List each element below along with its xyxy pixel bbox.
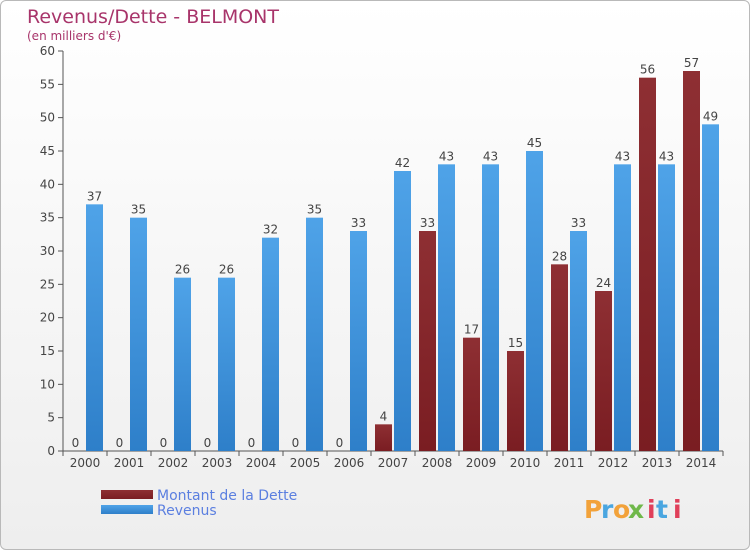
y-tick-label: 0	[47, 444, 55, 458]
legend-label-revenus: Revenus	[157, 503, 217, 519]
x-tick-label: 2011	[554, 456, 585, 470]
value-label-revenus: 26	[219, 263, 234, 277]
bar-revenus	[130, 217, 147, 451]
value-label-revenus: 35	[131, 203, 146, 217]
y-tick-label: 40	[40, 177, 55, 191]
chart-subtitle: (en milliers d'€)	[27, 29, 122, 43]
legend-swatch-revenus	[101, 505, 153, 514]
bar-revenus	[570, 231, 587, 451]
value-label-revenus: 35	[307, 203, 322, 217]
value-label-dette: 0	[292, 436, 300, 450]
value-label-revenus: 42	[395, 156, 410, 170]
bar-revenus	[218, 277, 235, 451]
bar-dette	[419, 231, 436, 451]
value-label-revenus: 43	[615, 149, 630, 163]
value-label-revenus: 49	[703, 109, 718, 123]
y-tick-label: 10	[40, 377, 55, 391]
x-tick-label: 2006	[334, 456, 365, 470]
bar-revenus	[350, 231, 367, 451]
bar-revenus	[394, 171, 411, 451]
value-label-dette: 0	[248, 436, 256, 450]
value-label-revenus: 33	[351, 216, 366, 230]
x-tick-label: 2005	[290, 456, 321, 470]
value-label-revenus: 43	[483, 149, 498, 163]
x-tick-label: 2001	[114, 456, 145, 470]
value-label-dette: 0	[204, 436, 212, 450]
y-tick-label: 50	[40, 111, 55, 125]
value-label-dette: 57	[684, 56, 699, 70]
value-label-dette: 24	[596, 276, 611, 290]
value-label-dette: 0	[72, 436, 80, 450]
x-tick-label: 2002	[158, 456, 189, 470]
bar-revenus	[658, 164, 675, 452]
bar-revenus	[614, 164, 631, 452]
y-tick-label: 5	[47, 411, 55, 425]
x-tick-label: 2012	[598, 456, 629, 470]
x-tick-label: 2009	[466, 456, 497, 470]
x-tick-label: 2000	[70, 456, 101, 470]
bar-dette	[463, 337, 480, 451]
proxiti-logo: Prox it i	[584, 495, 682, 524]
value-label-dette: 33	[420, 216, 435, 230]
bar-revenus	[438, 164, 455, 452]
value-label-revenus: 43	[659, 149, 674, 163]
value-label-revenus: 45	[527, 136, 542, 150]
bar-revenus	[482, 164, 499, 452]
value-label-revenus: 43	[439, 149, 454, 163]
value-label-revenus: 26	[175, 263, 190, 277]
x-tick-label: 2013	[642, 456, 673, 470]
value-label-dette: 0	[116, 436, 124, 450]
chart-title: Revenus/Dette - BELMONT	[27, 6, 279, 28]
value-label-dette: 0	[160, 436, 168, 450]
y-tick-label: 25	[40, 277, 55, 291]
y-tick-label: 35	[40, 211, 55, 225]
bar-revenus	[702, 124, 719, 451]
bar-dette	[595, 291, 612, 451]
x-tick-label: 2004	[246, 456, 277, 470]
value-label-dette: 17	[464, 323, 479, 337]
value-label-revenus: 32	[263, 223, 278, 237]
bar-dette	[639, 77, 656, 452]
bar-dette	[375, 424, 392, 451]
y-tick-label: 15	[40, 344, 55, 358]
y-tick-label: 30	[40, 244, 55, 258]
value-label-dette: 28	[552, 249, 567, 263]
value-label-revenus: 37	[87, 189, 102, 203]
y-tick-label: 60	[40, 44, 55, 58]
bar-revenus	[174, 277, 191, 451]
value-label-dette: 15	[508, 336, 523, 350]
value-label-dette: 4	[380, 409, 388, 423]
value-label-dette: 0	[336, 436, 344, 450]
y-tick-label: 45	[40, 144, 55, 158]
value-label-revenus: 33	[571, 216, 586, 230]
value-label-dette: 56	[640, 63, 655, 77]
x-tick-label: 2003	[202, 456, 233, 470]
y-tick-label: 20	[40, 311, 55, 325]
x-tick-label: 2010	[510, 456, 541, 470]
bar-dette	[507, 351, 524, 451]
x-tick-label: 2007	[378, 456, 409, 470]
legend-label-dette: Montant de la Dette	[157, 488, 297, 504]
bar-dette	[683, 71, 700, 451]
bar-revenus	[526, 151, 543, 451]
bar-revenus	[306, 217, 323, 451]
bar-revenus	[262, 237, 279, 451]
x-tick-label: 2008	[422, 456, 453, 470]
bar-revenus	[86, 204, 103, 451]
legend-swatch-dette	[101, 490, 153, 499]
x-tick-label: 2014	[686, 456, 717, 470]
y-tick-label: 55	[40, 77, 55, 91]
bar-dette	[551, 264, 568, 451]
